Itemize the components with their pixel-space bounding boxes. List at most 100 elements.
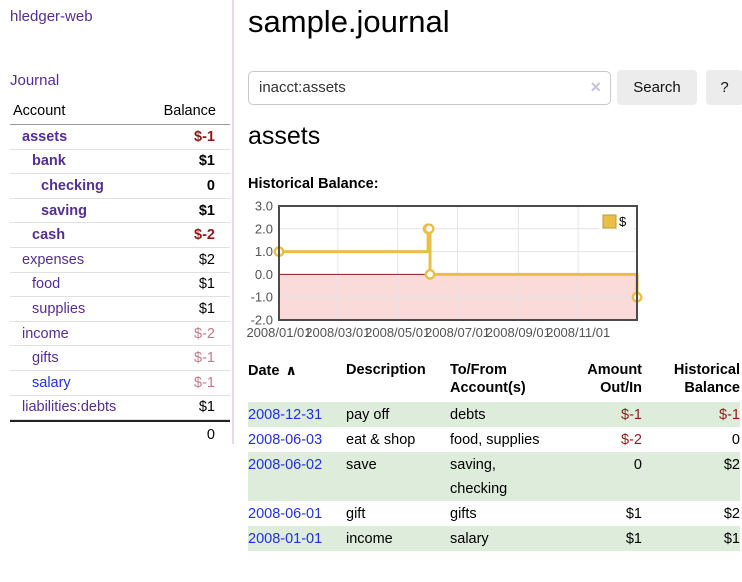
transaction-amount: $-2 — [621, 431, 642, 448]
transaction-accounts: food, supplies — [450, 431, 540, 448]
register-row: 2008-06-01 gift gifts $1 $2 — [248, 501, 740, 526]
account-link-gifts[interactable]: gifts — [32, 350, 59, 367]
account-row-saving: saving $1 — [10, 199, 230, 224]
transaction-date-link[interactable]: 2008-06-02 — [248, 456, 323, 473]
transaction-description: eat & shop — [346, 431, 416, 448]
account-balance: $-1 — [194, 128, 215, 145]
account-link-saving[interactable]: saving — [41, 202, 87, 219]
register-row: 2008-06-02 save saving, checking 0 $2 — [248, 452, 740, 501]
account-balance: $2 — [198, 251, 215, 268]
register-row: 2008-06-03 eat & shop food, supplies $-2… — [248, 427, 740, 452]
transaction-balance: $2 — [723, 505, 740, 522]
register-header-date-sort[interactable]: Date ∧ — [248, 362, 297, 379]
transaction-accounts: gifts — [450, 505, 477, 522]
page-title: sample.journal — [248, 4, 450, 39]
svg-text:2008/07/01: 2008/07/01 — [425, 325, 490, 340]
transaction-date-link[interactable]: 2008-01-01 — [248, 530, 323, 547]
app-brand-link[interactable]: hledger-web — [10, 8, 93, 25]
svg-text:1.0: 1.0 — [255, 244, 273, 259]
transaction-amount: $-1 — [621, 406, 642, 423]
balance-chart: $3.0 2.0 1.0 0.0 -1.0 -2.0 2008/01/01 2008/03/0… — [246, 199, 646, 350]
register-header-amount: Amount Out/In — [587, 362, 642, 396]
account-link-supplies[interactable]: supplies — [32, 300, 86, 317]
search-button[interactable]: Search — [617, 70, 697, 105]
transaction-description: save — [346, 456, 377, 473]
svg-text:$: $ — [619, 214, 627, 229]
account-link-cash[interactable]: cash — [32, 227, 66, 244]
account-row-cash: cash $-2 — [10, 223, 230, 248]
register-table: Date ∧ Description To/From Account(s) Amo… — [248, 361, 740, 551]
svg-text:2.0: 2.0 — [255, 221, 273, 236]
svg-text:2008/11/01: 2008/11/01 — [546, 325, 610, 340]
transaction-accounts: salary — [450, 530, 489, 547]
account-balance: $-1 — [194, 374, 215, 391]
transaction-balance: $-1 — [719, 406, 740, 423]
account-balance: $1 — [198, 153, 215, 170]
transaction-date-link[interactable]: 2008-12-31 — [248, 406, 323, 423]
transaction-balance: $2 — [723, 456, 740, 473]
account-balance: $-1 — [194, 350, 215, 367]
transaction-amount: $1 — [625, 505, 642, 522]
account-link-expenses[interactable]: expenses — [22, 251, 85, 268]
account-row-supplies: supplies $1 — [10, 297, 230, 322]
account-link-liabilities-debts[interactable]: liabilities:debts — [22, 399, 117, 416]
account-balance: $1 — [198, 202, 215, 219]
sidebar-item-journal[interactable]: Journal — [10, 72, 60, 89]
transaction-date-link[interactable]: 2008-06-03 — [248, 431, 323, 448]
register-header-balance: Historical Balance — [673, 362, 740, 396]
svg-text:2008/05/01: 2008/05/01 — [365, 325, 430, 340]
svg-text:-1.0: -1.0 — [251, 290, 273, 305]
account-link-assets[interactable]: assets — [22, 128, 68, 145]
transaction-description: income — [346, 530, 393, 547]
transaction-balance: 0 — [731, 431, 740, 448]
account-link-bank[interactable]: bank — [32, 153, 66, 170]
transaction-balance: $1 — [723, 530, 740, 547]
clear-search-icon[interactable]: × — [590, 76, 601, 97]
account-link-food[interactable]: food — [32, 276, 61, 293]
svg-text:-2.0: -2.0 — [251, 313, 273, 328]
account-row-liabilities-debts: liabilities:debts $1 — [10, 396, 230, 421]
help-button[interactable]: ? — [706, 70, 742, 105]
transaction-description: gift — [346, 505, 366, 522]
account-link-income[interactable]: income — [22, 325, 69, 342]
accounts-header-account: Account — [13, 103, 66, 119]
search-bar: × Search ? — [248, 70, 742, 105]
account-link-checking[interactable]: checking — [41, 177, 104, 194]
svg-text:0.0: 0.0 — [255, 267, 273, 282]
register-header-description: Description — [346, 362, 426, 378]
transaction-amount: 0 — [633, 456, 642, 473]
account-balance: $-2 — [194, 227, 215, 244]
account-balance: $1 — [198, 300, 215, 317]
svg-text:3.0: 3.0 — [255, 199, 273, 214]
account-balance: $1 — [198, 276, 215, 293]
account-row-food: food $1 — [10, 273, 230, 298]
account-balance: $1 — [198, 399, 215, 416]
register-header: Date ∧ Description To/From Account(s) Amo… — [248, 361, 740, 397]
account-title: assets — [248, 122, 321, 150]
transaction-accounts: saving, checking — [450, 456, 508, 497]
account-row-salary: salary $-1 — [10, 371, 230, 396]
accounts-total-row: 0 — [10, 420, 230, 444]
svg-text:2008/09/01: 2008/09/01 — [486, 325, 551, 340]
accounts-header: Account Balance — [10, 101, 230, 125]
svg-text:2008/03/01: 2008/03/01 — [305, 325, 370, 340]
historical-balance-label: Historical Balance: — [248, 176, 379, 192]
account-row-assets: assets $-1 — [10, 125, 230, 150]
account-link-salary[interactable]: salary — [32, 374, 71, 391]
account-row-expenses: expenses $2 — [10, 248, 230, 273]
transaction-description: pay off — [346, 406, 390, 423]
accounts-panel: Account Balance assets $-1 bank $1 check… — [10, 101, 230, 444]
account-balance: $-2 — [194, 325, 215, 342]
account-row-gifts: gifts $-1 — [10, 346, 230, 371]
transaction-accounts: debts — [450, 406, 486, 423]
balance-chart-svg: $3.0 2.0 1.0 0.0 -1.0 -2.02008/01/012008/03/0… — [246, 199, 643, 340]
register-row: 2008-01-01 income salary $1 $1 — [248, 526, 740, 551]
account-row-bank: bank $1 — [10, 150, 230, 175]
transaction-date-link[interactable]: 2008-06-01 — [248, 505, 323, 522]
account-row-income: income $-2 — [10, 322, 230, 347]
accounts-total-value: 0 — [206, 426, 215, 443]
register-row: 2008-12-31 pay off debts $-1 $-1 — [248, 402, 740, 427]
search-input-wrap: × — [248, 70, 611, 105]
sort-asc-icon: ∧ — [285, 362, 297, 378]
search-input[interactable] — [248, 70, 611, 105]
